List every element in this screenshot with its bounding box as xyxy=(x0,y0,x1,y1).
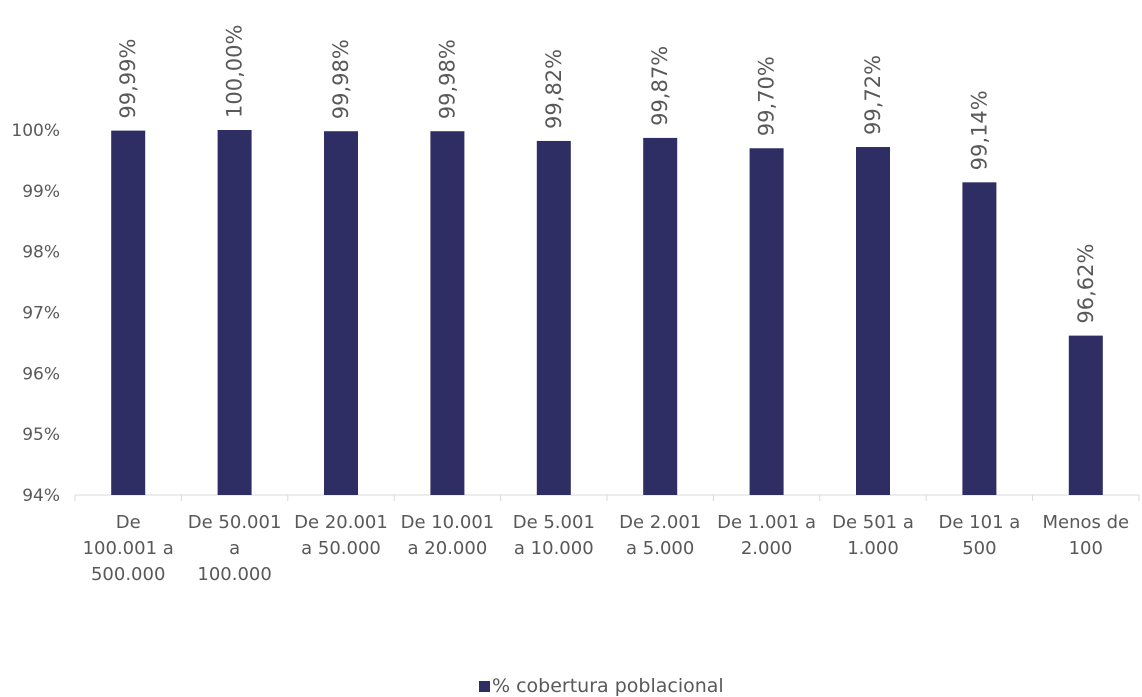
bar-value-label: 99,98% xyxy=(329,39,353,119)
x-category-label: De 5.001 a 10.000 xyxy=(513,512,595,559)
bar-value-label: 99,98% xyxy=(435,39,459,119)
bar xyxy=(962,182,997,496)
bar xyxy=(217,130,252,495)
x-category-label: Menos de 100 xyxy=(1042,512,1129,559)
y-tick-label: 99% xyxy=(22,182,60,202)
x-category-label: De 100.001 a 500.000 xyxy=(83,512,174,585)
y-tick-label: 97% xyxy=(22,304,60,324)
bar-value-label: 99,99% xyxy=(116,39,140,119)
x-category-label: De 101 a 500 xyxy=(939,512,1021,559)
x-category-label: De 2.001 a 5.000 xyxy=(619,512,701,559)
bar-value-label: 99,87% xyxy=(648,46,672,126)
bar-value-label: 96,62% xyxy=(1074,244,1098,324)
y-tick-label: 98% xyxy=(22,243,60,263)
x-category-label: De 1.001 a 2.000 xyxy=(717,512,816,559)
bar xyxy=(643,137,678,496)
bar xyxy=(324,131,358,495)
y-tick-label: 95% xyxy=(22,425,60,445)
bar xyxy=(430,131,465,495)
bars xyxy=(111,130,1103,496)
bar-value-label: 99,14% xyxy=(967,90,991,170)
x-category-label: De 50.001 a 100.000 xyxy=(188,512,282,585)
bar-value-label: 100,00% xyxy=(223,25,247,118)
y-tick-label: 100% xyxy=(11,121,60,141)
bar-value-label: 99,70% xyxy=(755,56,779,136)
bar xyxy=(536,140,571,495)
legend-label: % cobertura poblacional xyxy=(492,675,724,697)
bar xyxy=(111,130,146,495)
bar xyxy=(1068,335,1103,495)
data-labels: 99,99% 100,00% 99,98% 99,98% 99,82% 99,87% 99,… xyxy=(116,25,1098,324)
y-axis: 94% 95% 96% 97% 98% 99% 100% xyxy=(11,121,60,506)
legend: % cobertura poblacional xyxy=(479,675,724,697)
bar-value-label: 99,72% xyxy=(861,55,885,135)
x-category-label: De 10.001 a 20.000 xyxy=(401,512,495,559)
x-category-label: De 501 a 1.000 xyxy=(832,512,914,559)
y-tick-label: 96% xyxy=(22,364,60,384)
bar xyxy=(749,148,784,495)
bar-value-label: 99,82% xyxy=(542,49,566,129)
legend-swatch xyxy=(479,681,490,692)
y-tick-label: 94% xyxy=(22,486,60,506)
x-category-label: De 20.001 a 50.000 xyxy=(294,512,388,559)
bar xyxy=(856,147,890,496)
